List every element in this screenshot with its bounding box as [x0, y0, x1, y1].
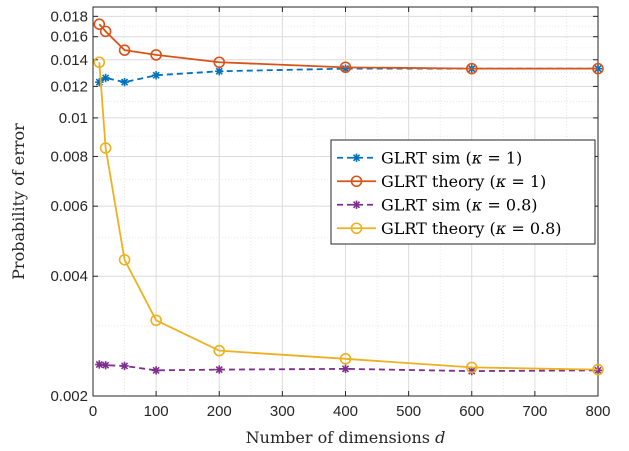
series-4 — [93, 56, 604, 376]
y-tick-label: 0.004 — [50, 268, 88, 285]
legend-label: GLRT theory (κ = 1) — [381, 172, 546, 191]
data-point — [150, 314, 162, 327]
data-point — [93, 56, 106, 69]
y-tick-label: 0.012 — [50, 78, 88, 95]
x-tick-labels: 0 100 200 300 400 500 600 700 800 — [89, 403, 611, 420]
data-point — [592, 62, 604, 75]
data-point — [352, 200, 361, 209]
y-tick-labels: 0.002 0.004 0.006 0.008 0.01 0.012 0.014 0.016 0… — [50, 8, 88, 405]
legend-label: GLRT theory (κ = 0.8) — [381, 219, 562, 238]
y-tick-label: 0.008 — [50, 148, 88, 165]
asterisk-stroke — [102, 361, 110, 369]
data-point — [352, 153, 361, 162]
asterisk-stroke — [95, 360, 103, 369]
asterisk-stroke — [341, 365, 350, 373]
data-point — [213, 56, 226, 69]
legend: GLRT sim (κ = 1) GLRT theory (κ = 1) GLRT … — [330, 139, 596, 245]
asterisk-stroke — [468, 367, 476, 375]
data-point — [213, 344, 226, 357]
legend-label: GLRT sim (κ = 0.8) — [381, 195, 538, 214]
asterisk-stroke — [352, 154, 361, 162]
x-tick-label: 800 — [585, 403, 610, 420]
data-point — [350, 222, 363, 235]
data-point — [339, 61, 352, 74]
data-point — [95, 77, 104, 87]
y-tick-label: 0.016 — [50, 29, 88, 46]
y-tick-label: 0.002 — [50, 388, 88, 405]
data-point — [215, 365, 224, 374]
data-point — [339, 353, 352, 365]
x-tick-label: 500 — [396, 403, 421, 420]
asterisk-stroke — [152, 71, 160, 79]
series-2 — [93, 18, 604, 75]
y-tick-label: 0.01 — [59, 110, 88, 127]
data-point — [99, 142, 112, 154]
y-tick-label: 0.018 — [50, 8, 88, 25]
data-point — [93, 18, 106, 30]
series-line — [98, 23, 598, 70]
data-point — [350, 175, 363, 188]
x-tick-label: 100 — [144, 403, 169, 420]
x-axis-label: Number of dimensions d — [246, 428, 446, 447]
tick-marks — [92, 7, 599, 397]
legend-entry-2: GLRT theory (κ = 1) — [337, 172, 546, 191]
y-tick-label: 0.014 — [50, 52, 88, 69]
data-point — [465, 361, 478, 374]
data-point — [215, 67, 224, 76]
series-line — [98, 62, 599, 371]
data-point — [118, 253, 131, 266]
asterisk-stroke — [215, 366, 223, 374]
y-tick-label: 0.006 — [50, 198, 88, 215]
x-tick-label: 300 — [270, 403, 295, 420]
asterisk-stroke — [120, 78, 129, 86]
data-point — [101, 73, 110, 83]
asterisk-stroke — [352, 201, 361, 209]
data-point — [151, 71, 161, 80]
legend-entry-4: GLRT theory (κ = 0.8) — [337, 219, 562, 238]
data-point — [101, 361, 110, 370]
data-point — [118, 44, 131, 56]
y-axis-label: Probability of error — [9, 123, 28, 280]
x-tick-label: 600 — [459, 403, 484, 420]
data-point — [341, 364, 350, 374]
data-point — [592, 363, 604, 376]
x-tick-label: 400 — [333, 403, 358, 420]
legend-label: GLRT sim (κ = 1) — [381, 148, 522, 167]
x-tick-label: 700 — [522, 403, 547, 420]
asterisk-stroke — [152, 366, 160, 374]
legend-box — [330, 139, 596, 245]
series-layer — [93, 18, 604, 376]
asterisk-stroke — [594, 366, 602, 374]
asterisk-stroke — [102, 74, 110, 82]
data-point — [150, 49, 162, 61]
data-point — [120, 77, 129, 87]
legend-entry-1: GLRT sim (κ = 1) — [337, 148, 522, 167]
series-3 — [95, 360, 603, 376]
data-point — [151, 366, 161, 375]
data-point — [99, 25, 112, 38]
asterisk-stroke — [120, 362, 129, 370]
x-tick-label: 0 — [89, 403, 97, 420]
data-point — [120, 361, 129, 371]
series-line — [99, 363, 599, 373]
legend-entry-3: GLRT sim (κ = 0.8) — [337, 195, 538, 214]
x-tick-label: 200 — [207, 403, 232, 420]
data-point — [465, 62, 478, 75]
asterisk-stroke — [215, 67, 223, 75]
